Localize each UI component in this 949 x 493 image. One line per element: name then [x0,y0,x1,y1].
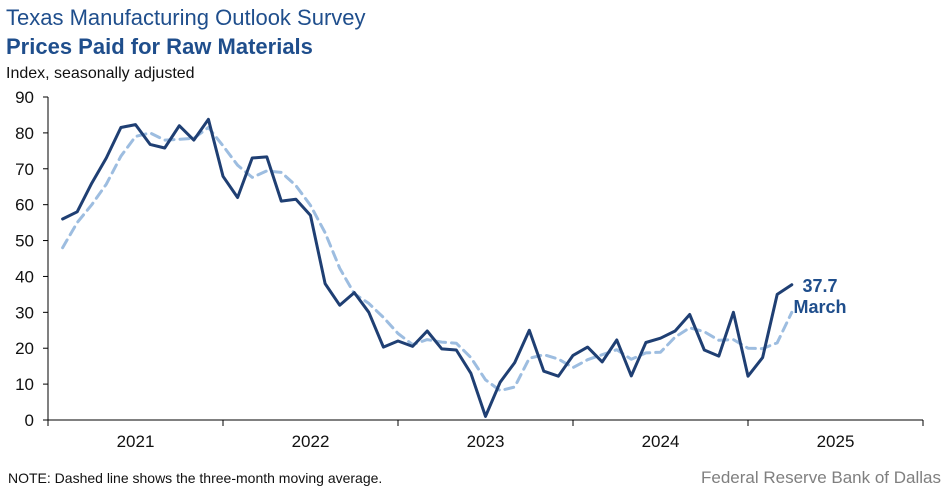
y-tick-label: 80 [15,124,34,143]
x-tick-label: 2021 [117,432,155,451]
chart-series [61,117,794,418]
moving-average-line [61,126,794,393]
chart-axes: 0 10 20 30 40 50 60 70 80 90 [15,88,924,430]
y-tick-label: 30 [15,303,34,322]
source-credit: Federal Reserve Bank of Dallas [700,468,941,487]
y-tick-label: 90 [15,88,34,107]
y-tick-label: 70 [15,160,34,179]
x-tick-label: 2025 [817,432,855,451]
chart-subtitle: Prices Paid for Raw Materials [6,34,313,59]
chart-title: Texas Manufacturing Outlook Survey [6,5,366,30]
y-tick-label: 60 [15,196,34,215]
annotation-label: March [793,297,846,317]
y-tick-label: 50 [15,232,34,251]
x-tick-label: 2024 [642,432,680,451]
y-tick-label: 40 [15,267,34,286]
y-tick-label: 20 [15,339,34,358]
y-tick-label: 10 [15,375,34,394]
x-tick-label: 2023 [467,432,505,451]
annotation-value: 37.7 [802,276,837,296]
y-axis-label: Index, seasonally adjusted [6,65,195,82]
footnote: NOTE: Dashed line shows the three-month … [8,470,383,486]
y-tick-label: 0 [25,411,34,430]
x-tick-label: 2022 [292,432,330,451]
index-line [61,117,794,418]
